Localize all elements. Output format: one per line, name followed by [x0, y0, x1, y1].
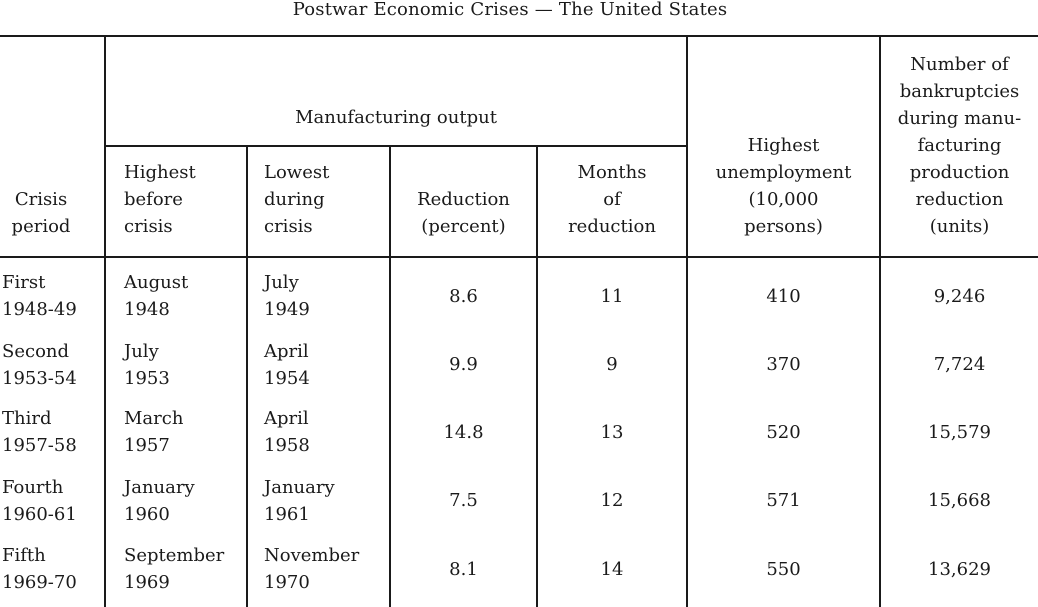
header-bankruptcies: Number of bankruptcies during manu- fact…: [897, 54, 1022, 237]
bankruptcies-cell: 13,629: [928, 559, 991, 580]
column-divider: [104, 35, 106, 607]
header-lowest-during-crisis: Lowest during crisis: [264, 162, 330, 237]
header-highest-before-crisis: Highest before crisis: [124, 162, 196, 237]
months-of-reduction-cell: 13: [600, 422, 624, 443]
lowest-during-cell: April 1958: [264, 408, 310, 456]
column-divider: [389, 145, 391, 607]
bankruptcies-cell: 15,668: [928, 490, 991, 511]
reduction-percent-cell: 7.5: [449, 490, 478, 511]
months-of-reduction-cell: 14: [600, 559, 624, 580]
reduction-percent-cell: 9.9: [449, 354, 478, 375]
header-highest-unemployment: Highest unemployment (10,000 persons): [715, 135, 852, 237]
highest-before-cell: August 1948: [124, 272, 189, 320]
header-crisis-period: Crisis period: [11, 189, 71, 237]
reduction-percent-cell: 14.8: [443, 422, 484, 443]
crisis-period-cell: Third 1957-58: [2, 408, 77, 456]
highest-unemployment-cell: 550: [766, 559, 801, 580]
header-reduction-percent: Reduction (percent): [417, 189, 510, 237]
months-of-reduction-cell: 9: [606, 354, 618, 375]
column-divider: [879, 35, 881, 607]
lowest-during-cell: July 1949: [264, 272, 310, 320]
bankruptcies-cell: 15,579: [928, 422, 991, 443]
lowest-during-cell: November 1970: [264, 545, 360, 593]
bankruptcies-cell: 7,724: [933, 354, 986, 375]
crisis-period-cell: Second 1953-54: [2, 341, 77, 389]
months-of-reduction-cell: 11: [600, 286, 624, 307]
column-divider: [686, 35, 688, 607]
table-title: Postwar Economic Crises — The United Sta…: [292, 0, 728, 20]
highest-unemployment-cell: 410: [766, 286, 801, 307]
column-divider: [536, 145, 538, 607]
header-bottom-rule: [0, 256, 1038, 258]
lowest-during-cell: January 1961: [264, 477, 335, 525]
reduction-percent-cell: 8.6: [449, 286, 478, 307]
highest-before-cell: September 1969: [124, 545, 225, 593]
top-rule: [0, 35, 1038, 37]
crisis-period-cell: Fourth 1960-61: [2, 477, 77, 525]
crisis-period-cell: Fifth 1969-70: [2, 545, 77, 593]
highest-before-cell: January 1960: [124, 477, 195, 525]
highest-unemployment-cell: 571: [766, 490, 801, 511]
reduction-percent-cell: 8.1: [449, 559, 478, 580]
months-of-reduction-cell: 12: [600, 490, 624, 511]
manufacturing-output-underline: [104, 145, 686, 147]
column-divider: [246, 145, 248, 607]
highest-before-cell: July 1953: [124, 341, 170, 389]
crisis-period-cell: First 1948-49: [2, 272, 77, 320]
lowest-during-cell: April 1954: [264, 341, 310, 389]
header-months-of-reduction: Months of reduction: [568, 162, 656, 237]
header-manufacturing-output: Manufacturing output: [295, 107, 497, 128]
bankruptcies-cell: 9,246: [933, 286, 986, 307]
highest-unemployment-cell: 370: [766, 354, 801, 375]
highest-before-cell: March 1957: [124, 408, 184, 456]
highest-unemployment-cell: 520: [766, 422, 801, 443]
